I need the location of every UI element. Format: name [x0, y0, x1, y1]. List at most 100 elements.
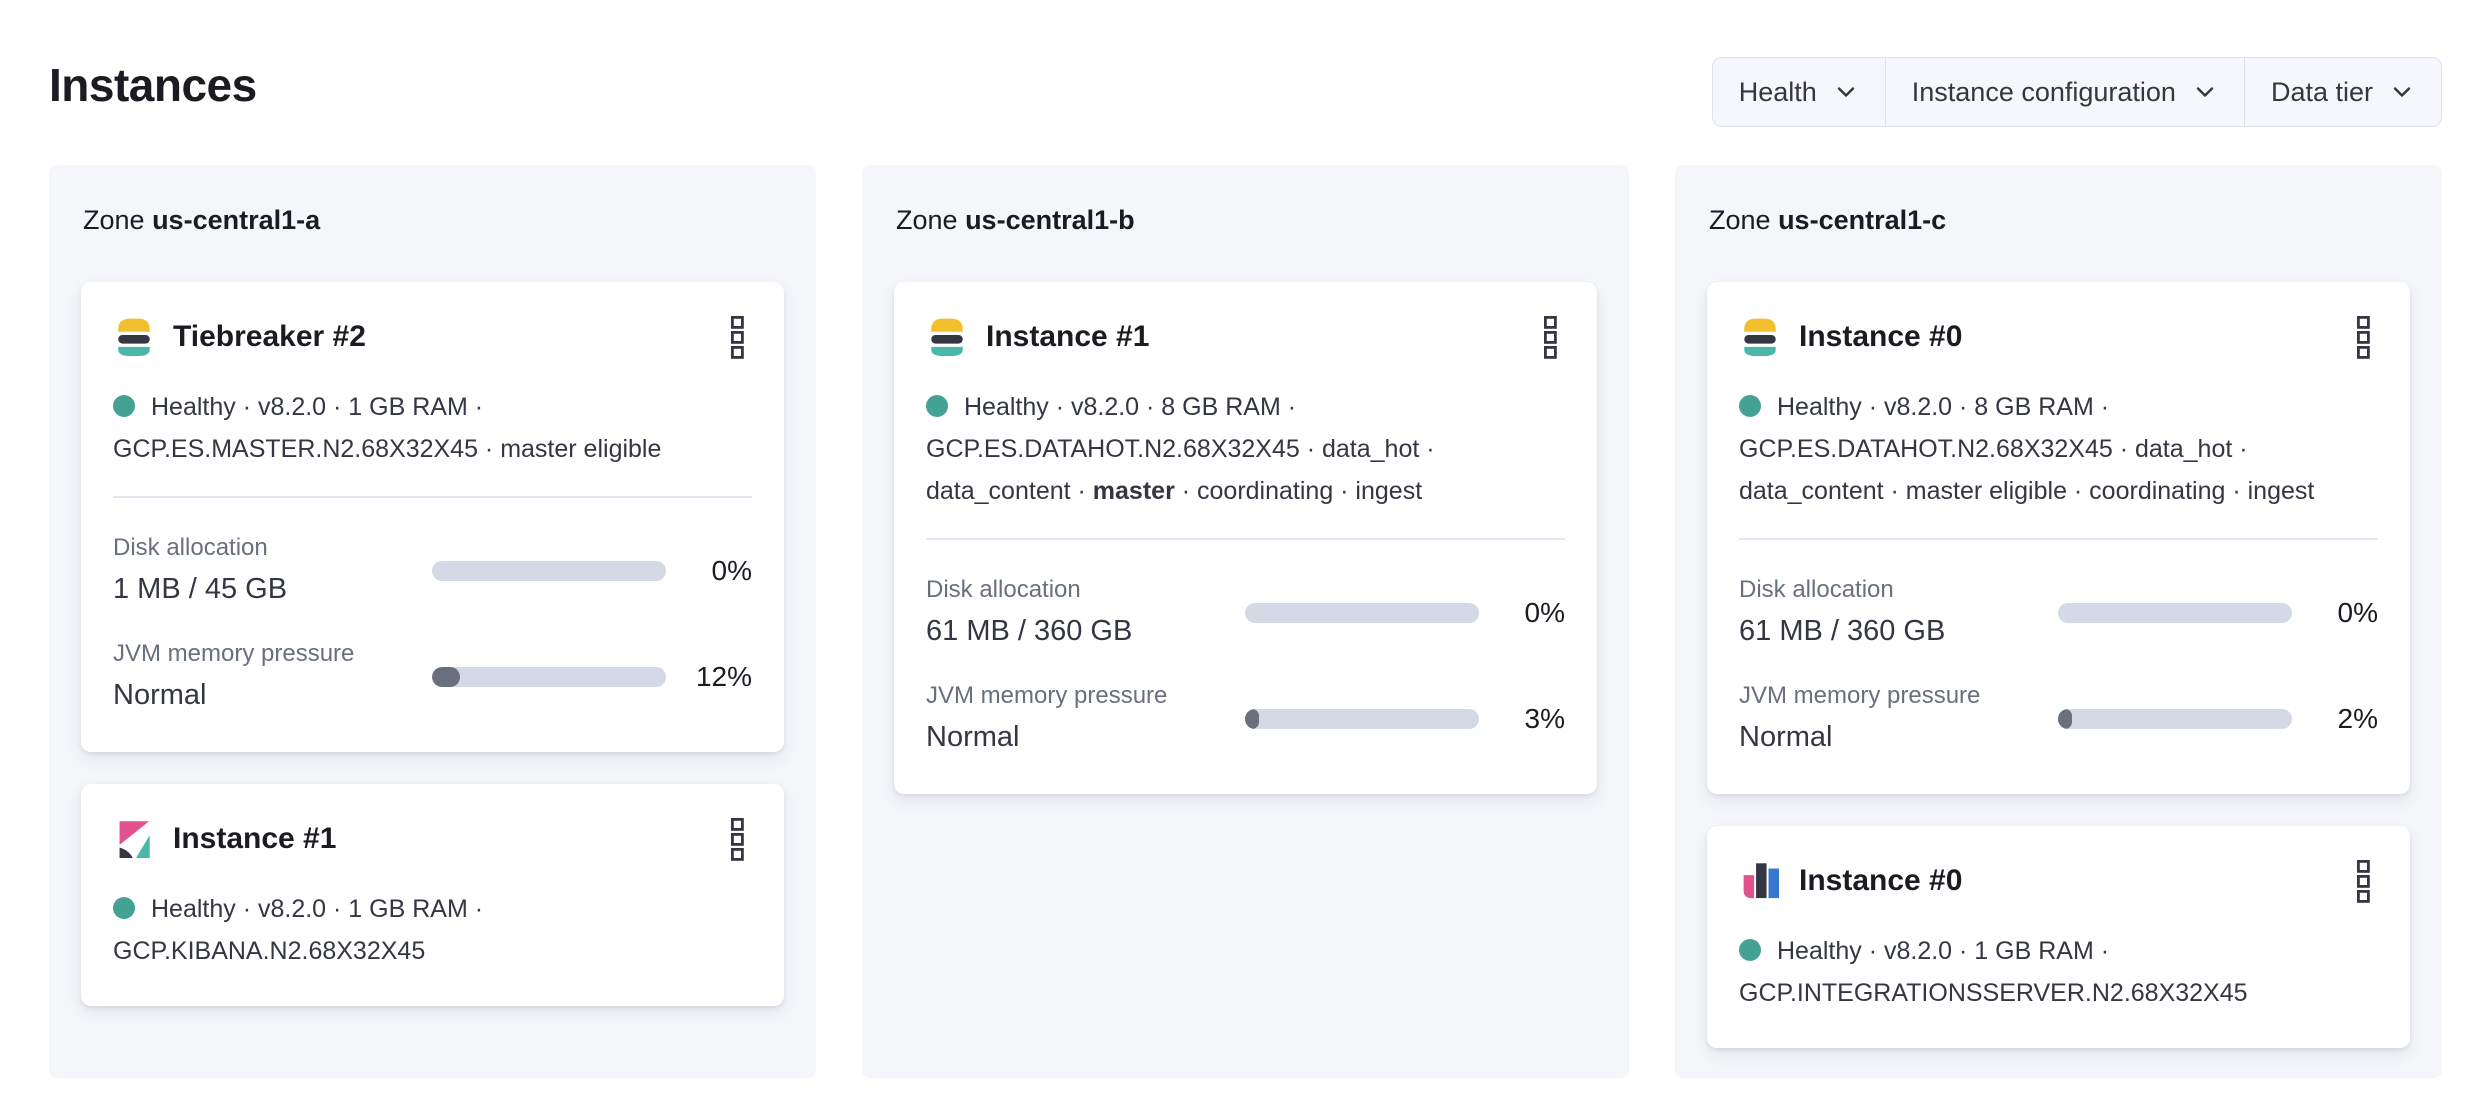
- status-line: Healthy · v8.2.0 · 1 GB RAM ·: [1739, 930, 2378, 972]
- disk-usage-bar: [432, 561, 666, 581]
- card-title[interactable]: Instance #1: [173, 822, 337, 855]
- card-menu-button[interactable]: [2349, 858, 2378, 906]
- metric-label: JVM memory pressure: [1739, 682, 1981, 709]
- metric-label: Disk allocation: [1739, 576, 1894, 603]
- status-text: Healthy · v8.2.0 · 8 GB RAM ·: [1777, 393, 2110, 421]
- zone-header: Zone us-central1-c: [1709, 205, 2410, 236]
- metric-label: JVM memory pressure: [926, 682, 1168, 709]
- card-title[interactable]: Tiebreaker #2: [173, 320, 366, 353]
- filter-data-tier-button[interactable]: Data tier: [2243, 58, 2441, 126]
- instance-card-es-0: Instance #0 Healthy · v8.2.0 · 8 GB RAM …: [1707, 282, 2410, 794]
- status-text: Healthy · v8.2.0 · 8 GB RAM ·: [964, 393, 1297, 421]
- status-text: GCP.ES.DATAHOT.N2.68X32X45 · data_hot ·: [926, 435, 1435, 463]
- status-line: Healthy · v8.2.0 · 8 GB RAM ·: [1739, 386, 2378, 428]
- metric-percent: 2%: [2337, 703, 2378, 734]
- boxes-vertical-icon: [731, 316, 744, 359]
- metric-percent: 3%: [1524, 703, 1565, 734]
- zone-label: Zone: [83, 205, 145, 235]
- health-status-dot: [926, 395, 948, 417]
- chevron-down-icon: [2196, 87, 2214, 97]
- metric-value: Normal: [1739, 721, 1833, 753]
- metric-percent: 0%: [1524, 597, 1565, 628]
- metric-percent: 12%: [695, 661, 752, 692]
- card-menu-button[interactable]: [723, 314, 752, 362]
- metric-label: Disk allocation: [113, 534, 268, 561]
- status-text: Healthy · v8.2.0 · 1 GB RAM ·: [151, 393, 484, 421]
- zone-header: Zone us-central1-a: [83, 205, 784, 236]
- status-text: GCP.INTEGRATIONSSERVER.N2.68X32X45: [1739, 979, 2248, 1007]
- status-text: · coordinating · ingest: [1174, 477, 1423, 505]
- boxes-vertical-icon: [2356, 860, 2370, 903]
- status-line: GCP.ES.MASTER.N2.68X32X45 · master eligi…: [113, 428, 752, 470]
- zone-header: Zone us-central1-b: [896, 205, 1597, 236]
- card-menu-button[interactable]: [1536, 314, 1565, 362]
- status-text: data_content · master eligible · coordin…: [1739, 477, 2315, 505]
- integrations-server-logo-icon: [1743, 863, 1780, 899]
- metrics: Disk allocation 1 MB / 45 GB 0% JVM memo…: [113, 530, 752, 718]
- metric-value: 1 MB / 45 GB: [113, 573, 288, 605]
- metric-percent: 0%: [2337, 597, 2378, 628]
- metric-percent: 0%: [711, 555, 752, 586]
- filter-instance-configuration-button[interactable]: Instance configuration: [1884, 58, 2244, 126]
- elasticsearch-logo-icon: [931, 318, 963, 357]
- status-line: GCP.ES.DATAHOT.N2.68X32X45 · data_hot ·: [1739, 428, 2378, 470]
- status-text: Healthy · v8.2.0 · 1 GB RAM ·: [151, 895, 484, 923]
- boxes-vertical-icon: [731, 818, 744, 861]
- metric-value: Normal: [113, 679, 207, 711]
- page-title: Instances: [49, 59, 257, 111]
- card-divider: [113, 496, 752, 498]
- status-line: GCP.KIBANA.N2.68X32X45: [113, 930, 752, 972]
- metric-value: Normal: [926, 721, 1020, 753]
- card-menu-button[interactable]: [2349, 314, 2378, 362]
- metric-value: 61 MB / 360 GB: [926, 615, 1133, 647]
- card-title[interactable]: Instance #0: [1799, 320, 1963, 353]
- card-title[interactable]: Instance #1: [986, 320, 1150, 353]
- status-text: GCP.ES.DATAHOT.N2.68X32X45 · data_hot ·: [1739, 435, 2248, 463]
- bar-fill: [432, 667, 461, 687]
- instance-card-es-1: Instance #1 Healthy · v8.2.0 · 8 GB RAM …: [894, 282, 1597, 794]
- zones-row: Zone us-central1-a Tiebreaker #2 Healthy…: [49, 165, 2442, 1078]
- chevron-down-icon: [2393, 87, 2411, 97]
- jvm-memory-pressure-metric: JVM memory pressure Normal 2%: [1739, 678, 2378, 760]
- jvm-usage-bar: [2058, 709, 2292, 729]
- metrics: Disk allocation 61 MB / 360 GB 0% JVM me…: [926, 572, 1565, 760]
- zone-name: us-central1-a: [152, 205, 321, 235]
- status-text: data_content ·: [926, 477, 1093, 505]
- card-divider: [926, 538, 1565, 540]
- chevron-down-icon: [1837, 87, 1854, 97]
- elasticsearch-logo-icon: [118, 318, 150, 357]
- instance-card-integrations-0: Instance #0 Healthy · v8.2.0 · 1 GB RAM …: [1707, 826, 2410, 1048]
- card-header: Instance #0: [1739, 856, 2378, 906]
- disk-allocation-metric: Disk allocation 61 MB / 360 GB 0%: [926, 572, 1565, 654]
- metrics: Disk allocation 61 MB / 360 GB 0% JVM me…: [1739, 572, 2378, 760]
- zone-panel-us-central1-c: Zone us-central1-c Instance #0 Healthy ·…: [1675, 165, 2442, 1078]
- zone-name: us-central1-b: [965, 205, 1135, 235]
- disk-allocation-metric: Disk allocation 1 MB / 45 GB 0%: [113, 530, 752, 612]
- zone-name: us-central1-c: [1778, 205, 1947, 235]
- status-line: Healthy · v8.2.0 · 1 GB RAM ·: [113, 386, 752, 428]
- jvm-memory-pressure-metric: JVM memory pressure Normal 3%: [926, 678, 1565, 760]
- status-line: GCP.INTEGRATIONSSERVER.N2.68X32X45: [1739, 972, 2378, 1014]
- card-menu-button[interactable]: [723, 816, 752, 864]
- status-text: GCP.KIBANA.N2.68X32X45: [113, 937, 426, 965]
- metric-label: Disk allocation: [926, 576, 1081, 603]
- status-text: Healthy · v8.2.0 · 1 GB RAM ·: [1777, 937, 2110, 965]
- card-title[interactable]: Instance #0: [1799, 864, 1963, 897]
- card-header: Instance #1: [113, 814, 752, 864]
- filter-health-button[interactable]: Health: [1713, 58, 1885, 126]
- bar-fill: [2058, 709, 2072, 729]
- zone-label: Zone: [896, 205, 958, 235]
- card-header: Instance #0: [1739, 312, 2378, 362]
- card-header: Tiebreaker #2: [113, 312, 752, 362]
- health-status-dot: [1739, 939, 1761, 961]
- instance-status: Healthy · v8.2.0 · 1 GB RAM · GCP.KIBANA…: [113, 888, 752, 972]
- metric-label: JVM memory pressure: [113, 640, 355, 667]
- boxes-vertical-icon: [2356, 316, 2370, 359]
- status-line: Healthy · v8.2.0 · 1 GB RAM ·: [113, 888, 752, 930]
- health-status-dot: [113, 897, 135, 919]
- instance-status: Healthy · v8.2.0 · 1 GB RAM · GCP.ES.MAS…: [113, 386, 752, 470]
- disk-usage-bar: [1245, 603, 1479, 623]
- filter-data-tier-label: Data tier: [2270, 76, 2373, 107]
- elasticsearch-logo-icon: [1744, 318, 1776, 357]
